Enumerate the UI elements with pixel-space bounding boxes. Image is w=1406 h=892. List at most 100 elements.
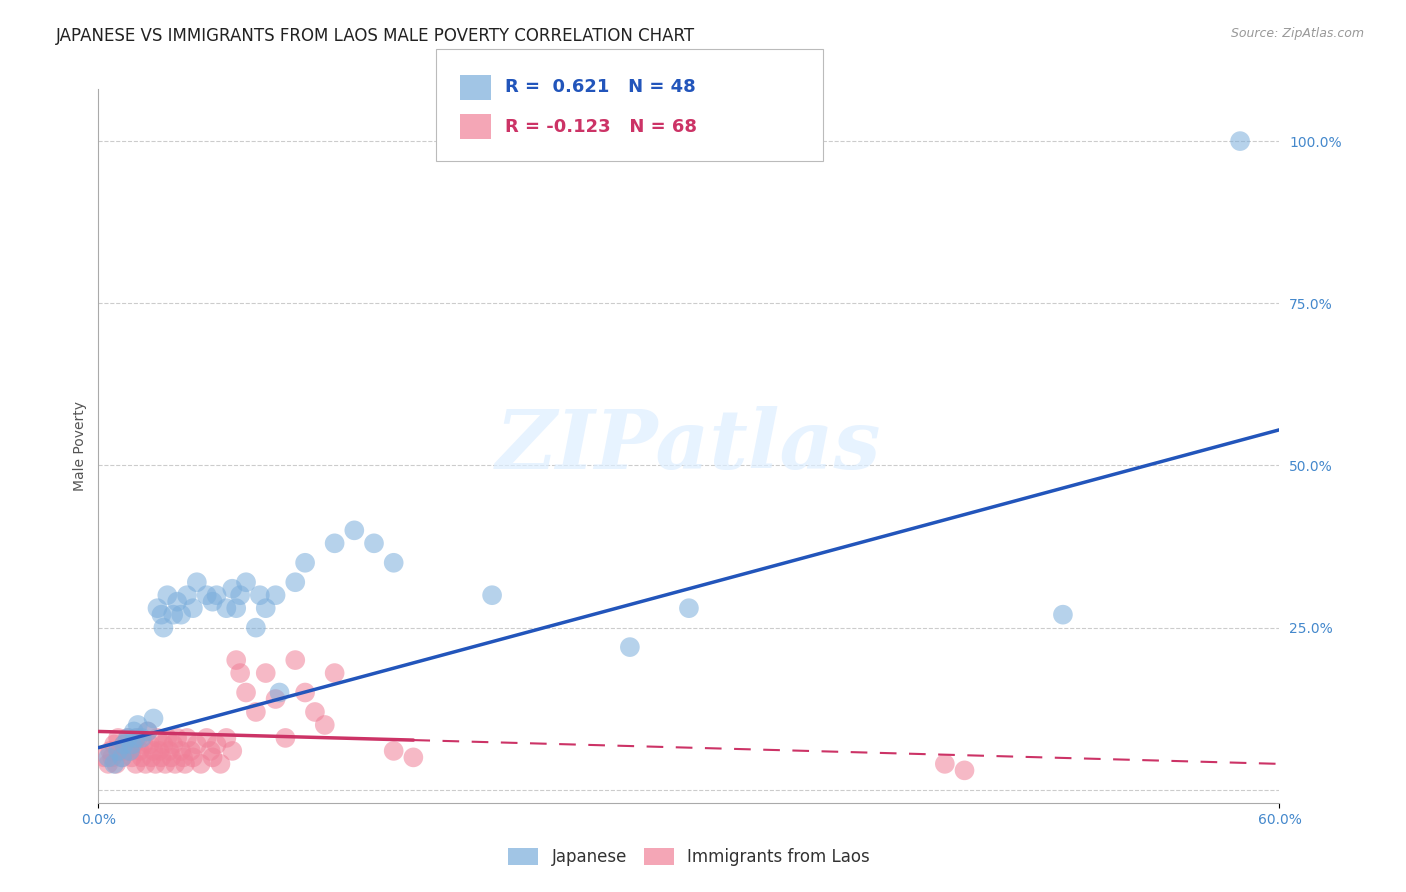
- Point: [254, 666, 277, 681]
- Point: [101, 750, 124, 764]
- Point: [138, 738, 160, 752]
- Point: [97, 750, 120, 764]
- Point: [107, 731, 129, 745]
- Point: [148, 744, 170, 758]
- Point: [382, 556, 405, 570]
- Point: [98, 744, 121, 758]
- Point: [152, 738, 174, 752]
- Point: [118, 744, 141, 758]
- Point: [181, 601, 204, 615]
- Point: [176, 588, 198, 602]
- Point: [174, 756, 197, 771]
- Point: [166, 731, 188, 745]
- Point: [186, 575, 208, 590]
- Point: [343, 524, 366, 538]
- Point: [156, 731, 179, 745]
- Point: [142, 744, 165, 758]
- Point: [323, 536, 346, 550]
- Point: [121, 750, 143, 764]
- Point: [122, 724, 145, 739]
- Point: [117, 731, 139, 745]
- Point: [382, 744, 405, 758]
- Point: [136, 724, 159, 739]
- Point: [170, 744, 193, 758]
- Point: [112, 738, 135, 752]
- Point: [245, 621, 267, 635]
- Point: [180, 744, 202, 758]
- Point: [121, 738, 143, 752]
- Point: [269, 685, 291, 699]
- Point: [160, 750, 183, 764]
- Point: [294, 556, 316, 570]
- Point: [146, 601, 169, 615]
- Point: [678, 601, 700, 615]
- Point: [619, 640, 641, 654]
- Point: [103, 756, 125, 771]
- Point: [221, 582, 243, 596]
- Point: [146, 731, 169, 745]
- Point: [200, 744, 222, 758]
- Point: [157, 744, 180, 758]
- Point: [190, 756, 212, 771]
- Point: [1229, 134, 1251, 148]
- Point: [264, 588, 287, 602]
- Point: [142, 711, 165, 725]
- Point: [135, 756, 157, 771]
- Point: [128, 744, 150, 758]
- Point: [112, 738, 135, 752]
- Point: [127, 731, 149, 745]
- Point: [117, 731, 139, 745]
- Point: [953, 764, 976, 778]
- Point: [205, 588, 228, 602]
- Point: [274, 731, 297, 745]
- Point: [249, 588, 271, 602]
- Point: [284, 575, 307, 590]
- Point: [229, 666, 252, 681]
- Text: ZIPatlas: ZIPatlas: [496, 406, 882, 486]
- Point: [323, 666, 346, 681]
- Point: [209, 756, 232, 771]
- Point: [186, 738, 208, 752]
- Point: [363, 536, 385, 550]
- Point: [215, 601, 238, 615]
- Point: [205, 738, 228, 752]
- Point: [125, 731, 148, 745]
- Point: [132, 738, 155, 752]
- Point: [103, 738, 125, 752]
- Point: [254, 601, 277, 615]
- Point: [111, 750, 134, 764]
- Point: [111, 750, 134, 764]
- Point: [181, 750, 204, 764]
- Text: R =  0.621   N = 48: R = 0.621 N = 48: [505, 78, 696, 96]
- Point: [118, 744, 141, 758]
- Legend: Japanese, Immigrants from Laos: Japanese, Immigrants from Laos: [502, 841, 876, 873]
- Point: [264, 692, 287, 706]
- Point: [93, 750, 115, 764]
- Point: [245, 705, 267, 719]
- Point: [125, 756, 148, 771]
- Point: [108, 744, 131, 758]
- Point: [304, 705, 326, 719]
- Point: [225, 601, 247, 615]
- Point: [155, 756, 177, 771]
- Text: Source: ZipAtlas.com: Source: ZipAtlas.com: [1230, 27, 1364, 40]
- Point: [97, 756, 120, 771]
- Point: [201, 750, 224, 764]
- Point: [107, 744, 129, 758]
- Point: [314, 718, 336, 732]
- Point: [141, 750, 163, 764]
- Point: [402, 750, 425, 764]
- Point: [165, 756, 187, 771]
- Point: [127, 718, 149, 732]
- Text: JAPANESE VS IMMIGRANTS FROM LAOS MALE POVERTY CORRELATION CHART: JAPANESE VS IMMIGRANTS FROM LAOS MALE PO…: [56, 27, 696, 45]
- Point: [195, 731, 218, 745]
- Point: [172, 750, 194, 764]
- Point: [131, 731, 153, 745]
- Point: [162, 738, 184, 752]
- Point: [481, 588, 503, 602]
- Point: [145, 756, 167, 771]
- Point: [235, 685, 257, 699]
- Point: [166, 595, 188, 609]
- Point: [195, 588, 218, 602]
- Point: [235, 575, 257, 590]
